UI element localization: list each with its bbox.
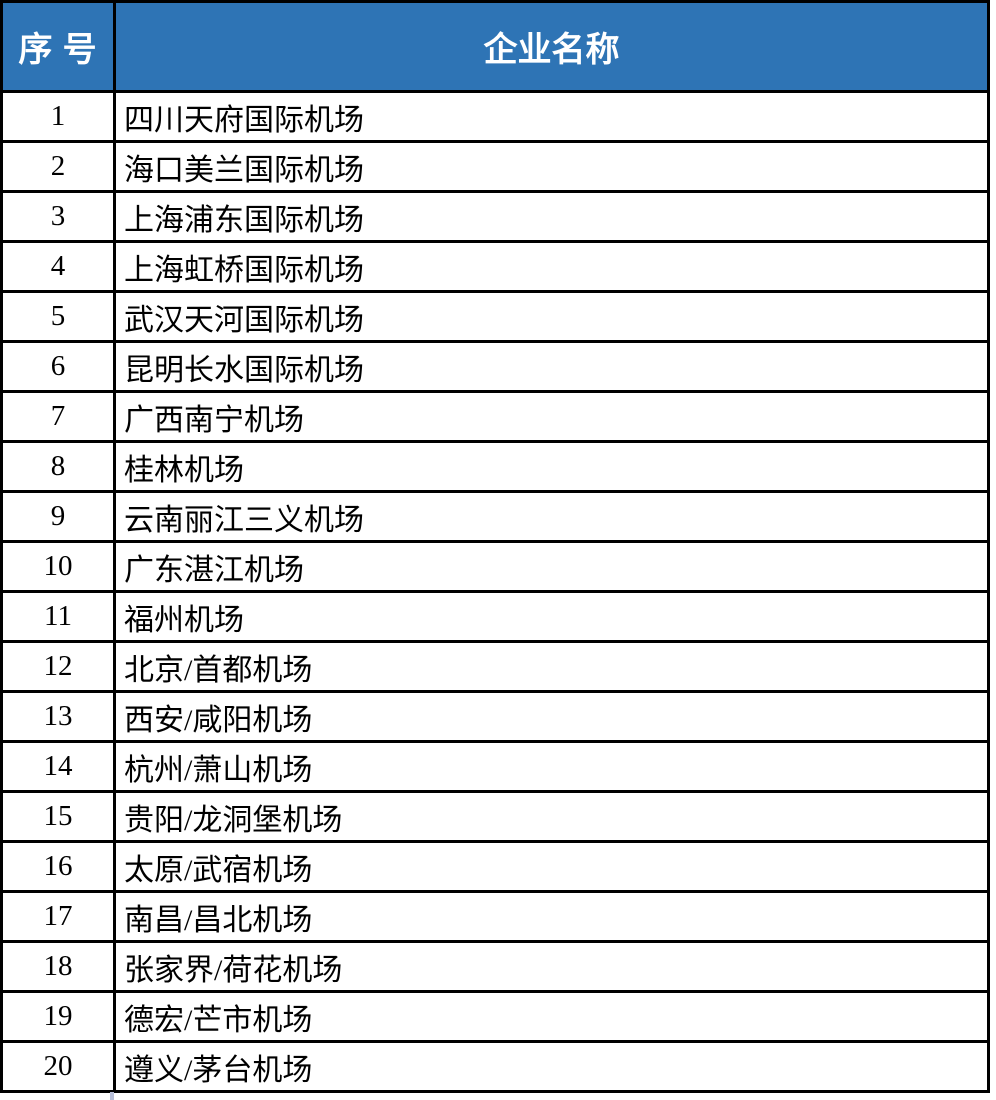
row-enterprise-name-cell: 德宏/芒市机场 bbox=[113, 990, 990, 1043]
row-index-cell: 8 bbox=[0, 440, 116, 493]
table-row: 13 西安/咸阳机场 bbox=[0, 690, 990, 743]
row-enterprise-name-cell: 昆明长水国际机场 bbox=[113, 340, 990, 393]
table-row: 9 云南丽江三义机场 bbox=[0, 490, 990, 543]
row-index-cell: 7 bbox=[0, 390, 116, 443]
table-row: 1 四川天府国际机场 bbox=[0, 90, 990, 143]
row-enterprise-name-cell: 云南丽江三义机场 bbox=[113, 490, 990, 543]
table-body: 1 四川天府国际机场 2 海口美兰国际机场 3 上海浦东国际机场 4 上海虹桥国际机场 5 武汉天… bbox=[0, 90, 990, 1093]
row-index-cell: 14 bbox=[0, 740, 116, 793]
table-row: 17 南昌/昌北机场 bbox=[0, 890, 990, 943]
row-enterprise-name-cell: 四川天府国际机场 bbox=[113, 90, 990, 143]
table-row: 15 贵阳/龙洞堡机场 bbox=[0, 790, 990, 843]
row-enterprise-name-cell: 桂林机场 bbox=[113, 440, 990, 493]
row-enterprise-name-cell: 南昌/昌北机场 bbox=[113, 890, 990, 943]
row-index-cell: 9 bbox=[0, 490, 116, 543]
table-row: 19 德宏/芒市机场 bbox=[0, 990, 990, 1043]
table-row: 7 广西南宁机场 bbox=[0, 390, 990, 443]
table-row: 18 张家界/荷花机场 bbox=[0, 940, 990, 993]
header-row: 序号 企业名称 bbox=[0, 0, 990, 93]
header-cell-index: 序号 bbox=[0, 0, 116, 93]
row-index-cell: 6 bbox=[0, 340, 116, 393]
table-row: 4 上海虹桥国际机场 bbox=[0, 240, 990, 293]
row-index-cell: 13 bbox=[0, 690, 116, 743]
table-row: 11 福州机场 bbox=[0, 590, 990, 643]
table-row: 5 武汉天河国际机场 bbox=[0, 290, 990, 343]
row-enterprise-name-cell: 福州机场 bbox=[113, 590, 990, 643]
row-index-cell: 2 bbox=[0, 140, 116, 193]
row-index-cell: 20 bbox=[0, 1040, 116, 1093]
row-enterprise-name-cell: 太原/武宿机场 bbox=[113, 840, 990, 893]
row-enterprise-name-cell: 张家界/荷花机场 bbox=[113, 940, 990, 993]
row-enterprise-name-cell: 上海浦东国际机场 bbox=[113, 190, 990, 243]
row-index-cell: 3 bbox=[0, 190, 116, 243]
row-enterprise-name-cell: 贵阳/龙洞堡机场 bbox=[113, 790, 990, 843]
row-index-cell: 1 bbox=[0, 90, 116, 143]
row-enterprise-name-cell: 杭州/萧山机场 bbox=[113, 740, 990, 793]
table-row: 12 北京/首都机场 bbox=[0, 640, 990, 693]
row-index-cell: 5 bbox=[0, 290, 116, 343]
row-enterprise-name-cell: 遵义/茅台机场 bbox=[113, 1040, 990, 1093]
table-row: 3 上海浦东国际机场 bbox=[0, 190, 990, 243]
table-row: 10 广东湛江机场 bbox=[0, 540, 990, 593]
table-row: 8 桂林机场 bbox=[0, 440, 990, 493]
row-enterprise-name-cell: 上海虹桥国际机场 bbox=[113, 240, 990, 293]
row-enterprise-name-cell: 西安/咸阳机场 bbox=[113, 690, 990, 743]
row-index-cell: 16 bbox=[0, 840, 116, 893]
row-enterprise-name-cell: 广东湛江机场 bbox=[113, 540, 990, 593]
next-row-divider-sliver bbox=[110, 1092, 114, 1100]
row-index-cell: 4 bbox=[0, 240, 116, 293]
table-row: 2 海口美兰国际机场 bbox=[0, 140, 990, 193]
table-row: 6 昆明长水国际机场 bbox=[0, 340, 990, 393]
row-index-cell: 15 bbox=[0, 790, 116, 843]
row-enterprise-name-cell: 北京/首都机场 bbox=[113, 640, 990, 693]
row-index-cell: 19 bbox=[0, 990, 116, 1043]
row-enterprise-name-cell: 武汉天河国际机场 bbox=[113, 290, 990, 343]
row-enterprise-name-cell: 广西南宁机场 bbox=[113, 390, 990, 443]
row-enterprise-name-cell: 海口美兰国际机场 bbox=[113, 140, 990, 193]
row-index-cell: 11 bbox=[0, 590, 116, 643]
row-index-cell: 18 bbox=[0, 940, 116, 993]
table-row: 20 遵义/茅台机场 bbox=[0, 1040, 990, 1093]
header-cell-enterprise-name: 企业名称 bbox=[113, 0, 990, 93]
row-index-cell: 10 bbox=[0, 540, 116, 593]
table-row: 16 太原/武宿机场 bbox=[0, 840, 990, 893]
row-index-cell: 12 bbox=[0, 640, 116, 693]
table-row: 14 杭州/萧山机场 bbox=[0, 740, 990, 793]
row-index-cell: 17 bbox=[0, 890, 116, 943]
